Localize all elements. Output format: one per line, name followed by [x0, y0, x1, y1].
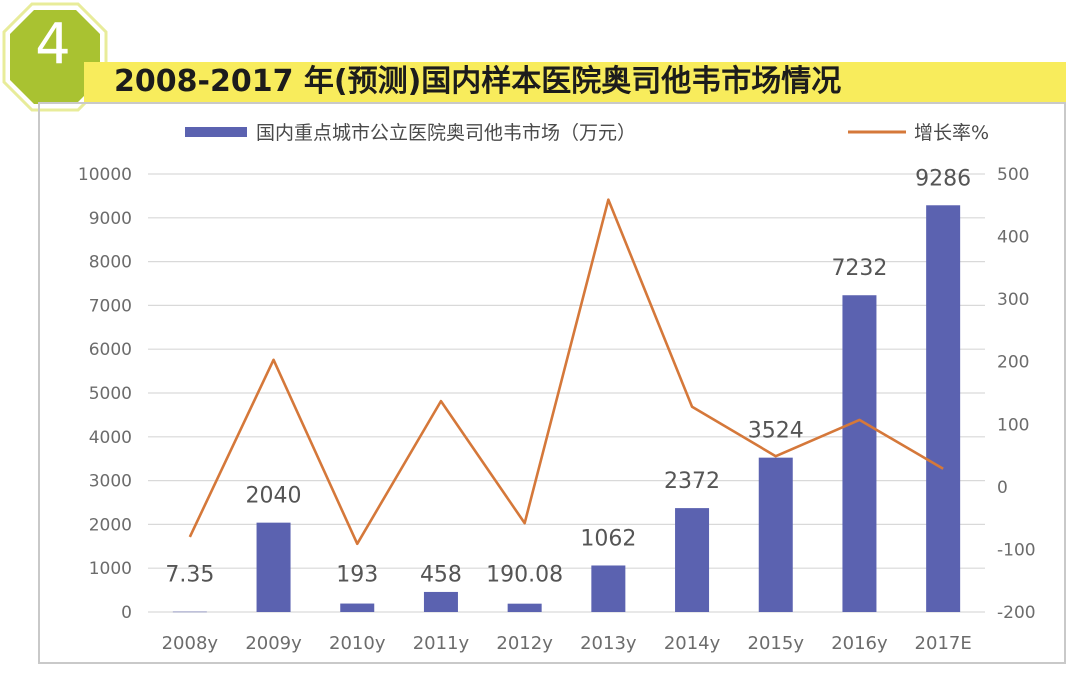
bar — [423, 591, 458, 612]
bar-data-label: 458 — [420, 563, 462, 588]
bar-data-label: 1062 — [580, 526, 636, 551]
y-left-tick-label: 8000 — [89, 253, 132, 273]
bar-data-label: 2040 — [246, 484, 302, 509]
bar-data-label: 190.08 — [486, 563, 563, 588]
x-tick-label: 2016y — [831, 633, 888, 654]
x-tick-label: 2008y — [162, 633, 219, 654]
bar — [842, 295, 877, 612]
y-right-tick-label: 100 — [997, 415, 1029, 435]
y-right-tick-label: 400 — [997, 228, 1029, 248]
bar — [507, 603, 542, 612]
legend-bar-swatch — [185, 127, 247, 137]
y-left-tick-label: 7000 — [89, 296, 132, 316]
y-left-tick-label: 10000 — [78, 165, 132, 185]
bar — [172, 611, 207, 613]
legend-bar-label: 国内重点城市公立医院奥司他韦市场（万元） — [256, 122, 636, 144]
bar-data-label: 2372 — [664, 469, 720, 494]
legend-line-label: 增长率% — [914, 122, 989, 144]
x-tick-label: 2012y — [496, 633, 553, 654]
chart-title: 2008-2017 年(预测)国内样本医院奥司他韦市场情况 — [114, 64, 842, 99]
badge-octagon-icon — [2, 2, 108, 112]
bar — [340, 603, 375, 612]
badge-number: 4 — [35, 12, 71, 77]
bar — [926, 205, 961, 612]
x-tick-label: 2011y — [413, 633, 470, 654]
y-left-tick-label: 9000 — [89, 209, 132, 229]
y-left-tick-label: 2000 — [89, 515, 132, 535]
bar-data-label: 193 — [336, 563, 378, 588]
bar-data-label: 7.35 — [165, 563, 214, 588]
bar — [675, 508, 710, 612]
x-tick-label: 2015y — [748, 633, 805, 654]
y-right-tick-label: -100 — [997, 540, 1036, 560]
title-bar — [84, 62, 1066, 102]
x-tick-label: 2017E — [915, 633, 972, 654]
bar-data-label: 7232 — [831, 256, 887, 281]
x-tick-label: 2014y — [664, 633, 721, 654]
x-tick-label: 2010y — [329, 633, 386, 654]
bar-data-label: 9286 — [915, 166, 971, 191]
growth-line — [188, 198, 944, 546]
x-tick-label: 2013y — [580, 633, 637, 654]
y-left-tick-label: 5000 — [89, 384, 132, 404]
y-left-tick-label: 3000 — [89, 472, 132, 492]
y-left-tick-label: 4000 — [89, 428, 132, 448]
y-left-tick-label: 1000 — [89, 559, 132, 579]
bar-data-label: 3524 — [748, 419, 804, 444]
y-right-tick-label: 200 — [997, 353, 1029, 373]
y-right-tick-label: 300 — [997, 290, 1029, 310]
header: 4 2008-2017 年(预测)国内样本医院奥司他韦市场情况 — [0, 0, 1080, 115]
bar — [758, 457, 793, 612]
bar — [591, 565, 626, 612]
y-right-tick-label: 500 — [997, 165, 1029, 185]
bar — [256, 522, 291, 612]
chart-frame — [38, 102, 1066, 664]
y-left-tick-label: 0 — [121, 603, 132, 623]
y-right-tick-label: 0 — [997, 478, 1008, 498]
y-left-tick-label: 6000 — [89, 340, 132, 360]
y-right-tick-label: -200 — [997, 603, 1036, 623]
x-tick-label: 2009y — [245, 633, 302, 654]
